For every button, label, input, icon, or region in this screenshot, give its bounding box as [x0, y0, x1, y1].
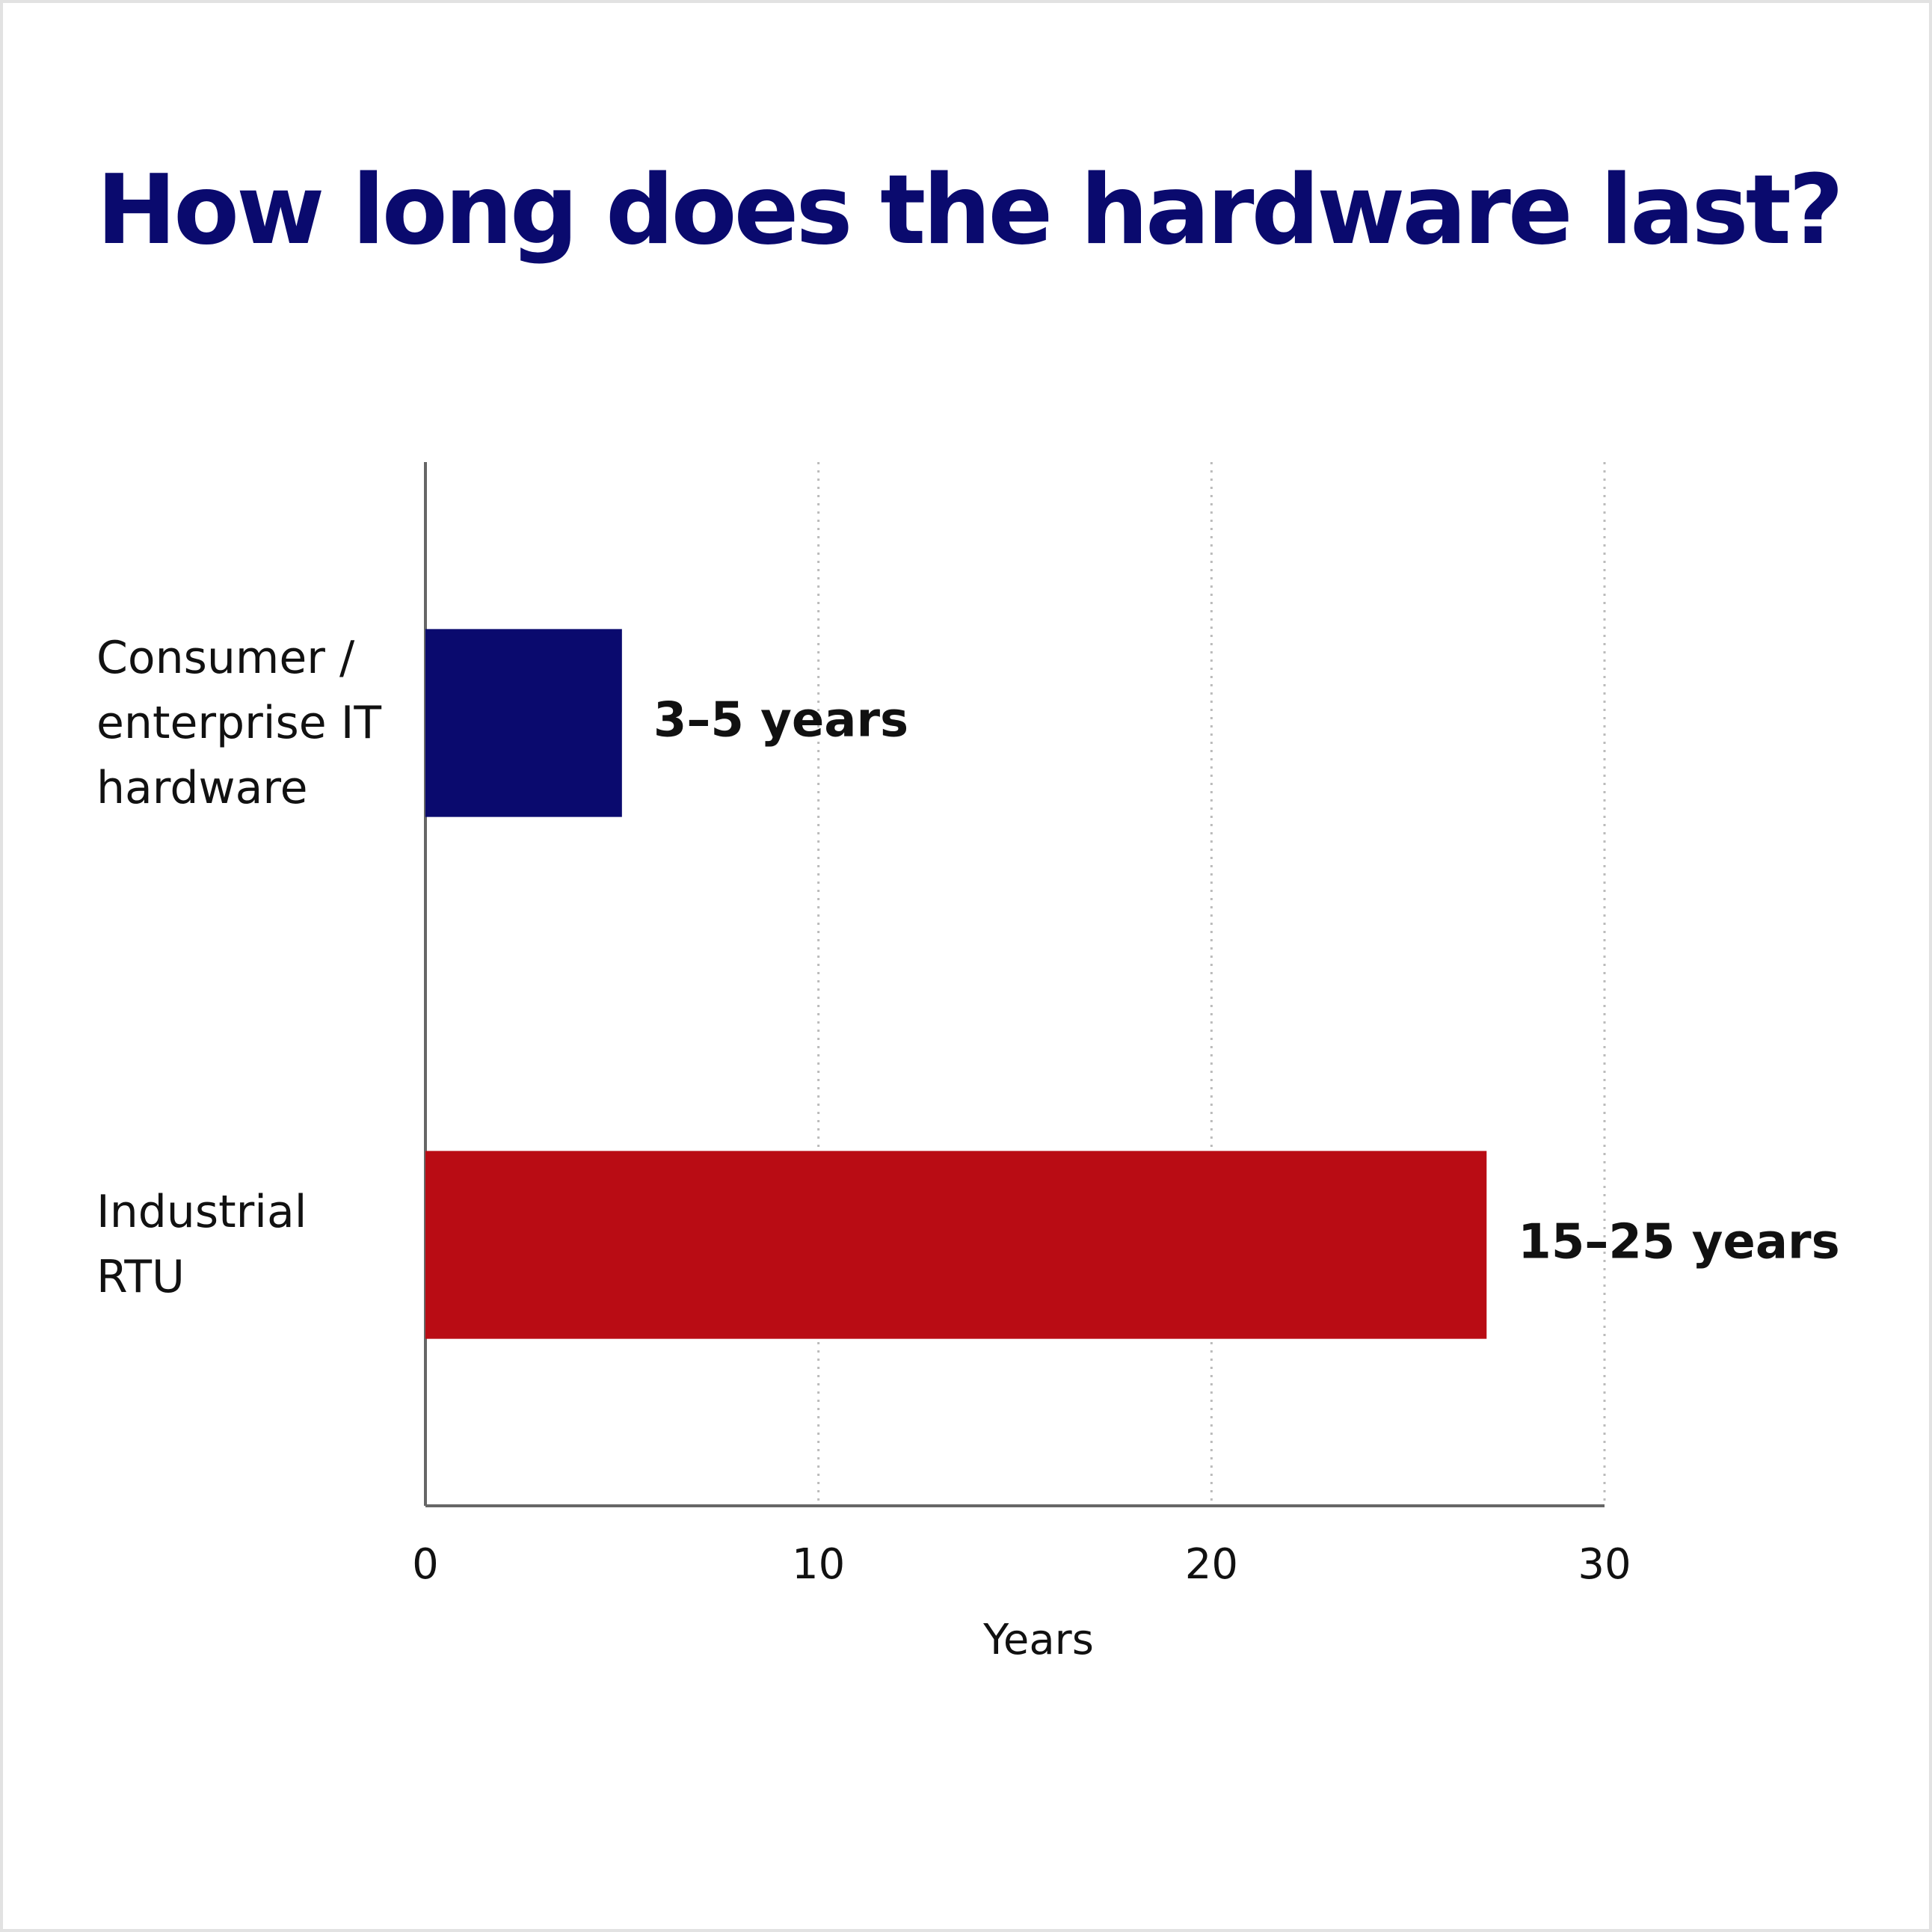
y-tick-label: Consumer / enterprise IT hardware	[96, 631, 382, 814]
y-tick-label-box: Consumer / enterprise IT hardware	[96, 631, 382, 814]
y-tick-label: Industrial RTU	[96, 1186, 307, 1303]
bar-annotation: 3–5 years	[653, 693, 908, 748]
bar-annotation: 15–25 years	[1518, 1215, 1839, 1270]
x-tick-label: 0	[412, 1540, 439, 1589]
bar	[425, 629, 622, 817]
x-axis-label: Years	[982, 1616, 1094, 1664]
x-tick-label: 10	[792, 1540, 845, 1589]
x-tick-label: 20	[1185, 1540, 1238, 1589]
bar	[425, 1151, 1487, 1339]
chart-title: How long does the hardware last?	[96, 155, 1841, 266]
y-tick-label-box: Industrial RTU	[96, 1186, 307, 1303]
x-tick-label: 30	[1578, 1540, 1631, 1589]
